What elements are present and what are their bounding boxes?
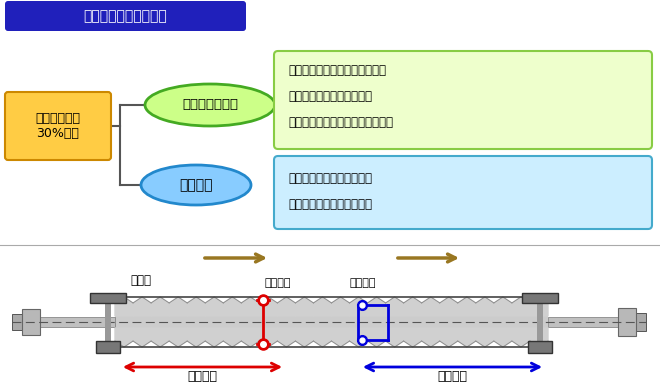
Ellipse shape	[141, 165, 251, 205]
Polygon shape	[512, 328, 530, 347]
Polygon shape	[368, 328, 385, 347]
Polygon shape	[187, 328, 205, 347]
Text: コンセプトの実現手段: コンセプトの実現手段	[84, 9, 168, 23]
Text: トルクの変動
30%低減: トルクの変動 30%低減	[36, 112, 81, 140]
Bar	[115, 316, 548, 328]
Polygon shape	[223, 328, 242, 347]
Polygon shape	[277, 297, 296, 316]
FancyBboxPatch shape	[274, 156, 652, 229]
FancyBboxPatch shape	[5, 92, 111, 160]
Polygon shape	[296, 328, 314, 347]
Polygon shape	[494, 328, 512, 347]
Polygon shape	[331, 328, 350, 347]
Polygon shape	[512, 297, 530, 316]
Polygon shape	[368, 297, 385, 316]
Polygon shape	[458, 297, 476, 316]
Polygon shape	[440, 297, 458, 316]
Polygon shape	[476, 297, 494, 316]
Bar	[618, 308, 636, 336]
Ellipse shape	[145, 84, 275, 126]
Bar	[537, 293, 543, 353]
Polygon shape	[169, 297, 187, 316]
Bar	[22, 317, 115, 327]
Bar	[90, 293, 126, 303]
Polygon shape	[205, 297, 223, 316]
Polygon shape	[404, 297, 422, 316]
Polygon shape	[530, 328, 548, 347]
FancyBboxPatch shape	[5, 1, 246, 31]
Polygon shape	[205, 328, 223, 347]
Polygon shape	[151, 297, 169, 316]
Polygon shape	[115, 297, 133, 316]
Polygon shape	[277, 328, 296, 347]
Bar	[634, 313, 646, 331]
Polygon shape	[476, 328, 494, 347]
Polygon shape	[115, 328, 133, 347]
FancyBboxPatch shape	[274, 51, 652, 149]
Bar	[522, 293, 558, 303]
Polygon shape	[350, 328, 368, 347]
Text: 生産技術: 生産技術	[180, 178, 213, 192]
Text: ・潤滑の評価、剛性の評価: ・潤滑の評価、剛性の評価	[288, 90, 372, 104]
Polygon shape	[494, 297, 512, 316]
Polygon shape	[242, 328, 259, 347]
Polygon shape	[458, 328, 476, 347]
Polygon shape	[151, 328, 169, 347]
Bar	[548, 317, 634, 327]
Bar	[22, 309, 40, 335]
Polygon shape	[187, 297, 205, 316]
Text: ・加工精度とトルクの相関分析: ・加工精度とトルクの相関分析	[288, 64, 386, 78]
Bar	[105, 293, 111, 353]
Polygon shape	[530, 297, 548, 316]
Polygon shape	[133, 297, 151, 316]
Polygon shape	[350, 297, 368, 316]
Text: 有効径小: 有効径小	[350, 278, 376, 288]
Bar	[528, 341, 552, 353]
Polygon shape	[422, 328, 440, 347]
Text: ・加工精度と機能の因果関係評価: ・加工精度と機能の因果関係評価	[288, 116, 393, 130]
Text: 設計・解析技術: 設計・解析技術	[182, 99, 238, 111]
Text: トルク小: トルク小	[437, 371, 467, 383]
Polygon shape	[242, 297, 259, 316]
Polygon shape	[259, 297, 277, 316]
Polygon shape	[331, 297, 350, 316]
Polygon shape	[169, 328, 187, 347]
Polygon shape	[440, 328, 458, 347]
Polygon shape	[385, 328, 404, 347]
Polygon shape	[133, 328, 151, 347]
Text: ナット: ナット	[130, 274, 151, 286]
Polygon shape	[223, 297, 242, 316]
Polygon shape	[385, 297, 404, 316]
Polygon shape	[422, 297, 440, 316]
Polygon shape	[314, 297, 331, 316]
Polygon shape	[404, 328, 422, 347]
Text: ・ねじ溝研削盤の構造解析: ・ねじ溝研削盤の構造解析	[288, 171, 372, 185]
Text: トルク大: トルク大	[187, 371, 217, 383]
Text: ・ねじ溝研削技術の高度化: ・ねじ溝研削技術の高度化	[288, 197, 372, 211]
Polygon shape	[259, 328, 277, 347]
Text: 有効径大: 有効径大	[265, 278, 291, 288]
Bar	[96, 341, 120, 353]
Polygon shape	[314, 328, 331, 347]
Polygon shape	[296, 297, 314, 316]
Bar	[12, 314, 24, 330]
